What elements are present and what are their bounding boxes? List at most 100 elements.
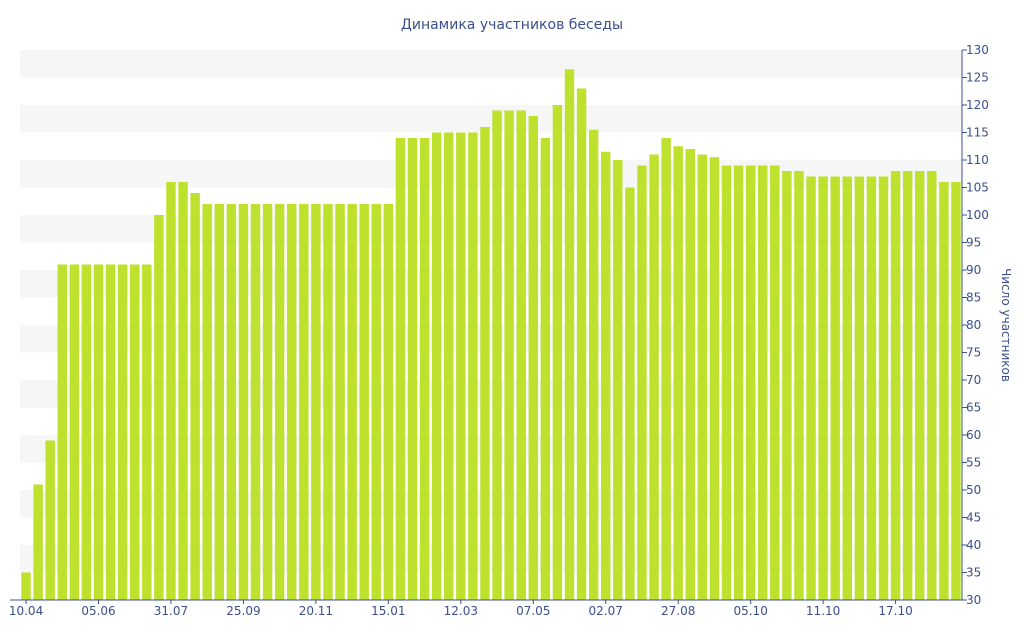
bar <box>226 204 237 600</box>
bar <box>927 171 937 600</box>
y-tick-label: 85 <box>966 291 981 305</box>
bar <box>45 440 55 600</box>
y-tick-label: 110 <box>966 153 989 167</box>
y-tick-label: 120 <box>966 98 989 112</box>
bar <box>347 204 357 600</box>
bar <box>673 146 683 600</box>
bar <box>770 165 780 600</box>
bar <box>130 264 140 600</box>
y-tick-label: 130 <box>966 43 989 57</box>
x-tick-label: 27.08 <box>661 604 695 618</box>
bar <box>794 171 804 600</box>
bar <box>21 572 31 600</box>
x-tick-label: 25.09 <box>226 604 260 618</box>
bar <box>576 88 587 600</box>
bar <box>202 204 212 600</box>
x-tick-label: 17.10 <box>878 604 912 618</box>
bar <box>456 132 466 600</box>
grid-band <box>20 50 962 78</box>
bar <box>866 176 877 600</box>
bar <box>69 264 80 600</box>
bar <box>142 264 152 600</box>
bar <box>214 204 224 600</box>
grid-band <box>20 160 962 188</box>
bar <box>299 204 309 600</box>
bar <box>951 182 961 600</box>
grid-band <box>20 105 962 133</box>
bar <box>311 204 321 600</box>
bar <box>504 110 514 600</box>
y-axis-label: Число участников <box>999 268 1013 382</box>
x-tick-label: 05.10 <box>733 604 767 618</box>
grid-bands <box>20 50 962 573</box>
x-tick-label: 07.05 <box>516 604 550 618</box>
bar <box>431 132 442 600</box>
bar <box>250 204 261 600</box>
bar <box>262 204 273 600</box>
bar <box>588 129 599 600</box>
y-tick-label: 115 <box>966 126 989 140</box>
bar <box>178 182 188 600</box>
y-tick-label: 70 <box>966 373 981 387</box>
bar <box>745 165 756 600</box>
bar <box>154 215 164 600</box>
x-tick-label: 31.07 <box>154 604 188 618</box>
y-tick-label: 125 <box>966 71 989 85</box>
y-tick-label: 60 <box>966 428 981 442</box>
bar <box>878 176 889 600</box>
y-tick-label: 80 <box>966 318 981 332</box>
grid-band <box>20 490 962 518</box>
bar-series <box>21 69 961 600</box>
y-tick-label: 90 <box>966 263 981 277</box>
x-tick-label: 05.06 <box>81 604 115 618</box>
bar <box>480 127 490 600</box>
bar <box>830 176 840 600</box>
bar <box>323 204 333 600</box>
grid-band <box>20 380 962 408</box>
bar <box>371 204 381 600</box>
bar <box>528 116 538 600</box>
bar <box>33 484 43 600</box>
bar <box>395 138 406 600</box>
y-tick-label: 55 <box>966 456 981 470</box>
bar <box>806 176 816 600</box>
bar <box>758 165 768 600</box>
bar <box>564 69 575 600</box>
bar <box>468 132 478 600</box>
y-tick-label: 30 <box>966 593 981 607</box>
bar <box>419 138 430 600</box>
bar <box>721 165 732 600</box>
x-tick-label: 20.11 <box>299 604 333 618</box>
bar <box>709 157 720 600</box>
grid-band <box>20 545 962 573</box>
bar <box>552 105 563 600</box>
bar <box>818 176 828 600</box>
bar <box>274 204 285 600</box>
bar <box>93 264 104 600</box>
bar <box>601 151 611 600</box>
y-tick-label: 45 <box>966 511 981 525</box>
y-tick-label: 35 <box>966 566 981 580</box>
bar <box>117 264 128 600</box>
bar <box>383 204 394 600</box>
y-tick-label: 75 <box>966 346 981 360</box>
y-tick-label: 65 <box>966 401 981 415</box>
bar <box>697 154 708 600</box>
bar <box>540 138 551 600</box>
bar <box>81 264 92 600</box>
bar <box>842 176 852 600</box>
x-tick-labels: 10.04 05.06 31.07 25.09 20.11 15.01 12.03 07.05… <box>9 600 913 618</box>
bar <box>637 165 647 600</box>
x-tick-label: 11.10 <box>806 604 840 618</box>
grid-band <box>20 325 962 353</box>
grid-band <box>20 270 962 298</box>
bar <box>685 149 695 600</box>
bar <box>57 264 67 600</box>
x-tick-label: 02.07 <box>589 604 623 618</box>
bar <box>166 182 176 600</box>
bar <box>190 193 200 600</box>
bar <box>890 171 901 600</box>
y-tick-labels: 30 35 40 45 50 55 60 65 70 75 80 85 90 95 100 105 110 115… <box>962 43 989 607</box>
bar <box>492 110 502 600</box>
